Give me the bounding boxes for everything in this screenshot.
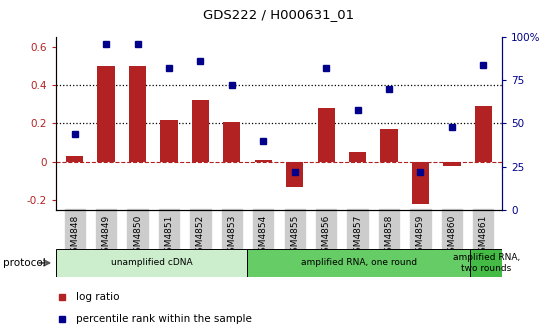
Bar [192,100,209,162]
Bar [254,160,272,162]
Bar [98,66,115,162]
Text: percentile rank within the sample: percentile rank within the sample [76,314,252,324]
Text: amplified RNA,
two rounds: amplified RNA, two rounds [453,253,520,272]
Bar [470,249,502,277]
Text: amplified RNA, one round: amplified RNA, one round [301,258,417,267]
Bar [223,122,240,162]
Text: unamplified cDNA: unamplified cDNA [110,258,193,267]
Bar [349,152,366,162]
Text: GDS222 / H000631_01: GDS222 / H000631_01 [204,8,354,22]
Bar [247,249,470,277]
Text: protocol: protocol [3,258,46,268]
Bar [381,129,398,162]
Bar [66,156,83,162]
Text: log ratio: log ratio [76,292,119,301]
Bar [443,162,460,166]
Bar [286,162,304,187]
Bar [412,162,429,204]
Bar [318,108,335,162]
Bar [129,66,146,162]
Bar [475,106,492,162]
Bar [160,120,177,162]
Bar [56,249,247,277]
